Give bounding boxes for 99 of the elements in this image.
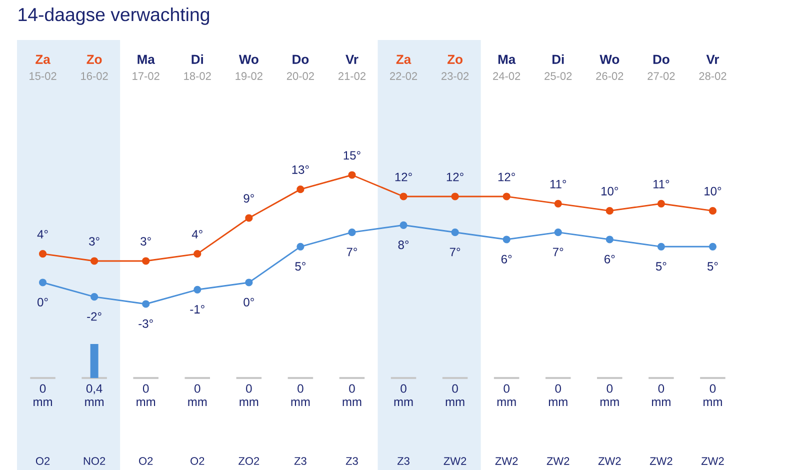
x-tick-label: Ma 17-02 — [132, 54, 160, 80]
point — [502, 192, 510, 200]
point — [451, 228, 459, 236]
point — [400, 192, 408, 200]
data-label: 0 mm — [446, 384, 464, 406]
data-label: 11° — [550, 180, 566, 188]
x-tick-label: Di 18-02 — [184, 54, 211, 80]
point — [657, 242, 665, 250]
point — [708, 242, 717, 250]
point — [142, 257, 150, 265]
data-label: 0 mm — [394, 384, 413, 406]
data-label: 0 mm — [136, 384, 156, 406]
data-label: 0 mm — [652, 384, 670, 406]
data-label: -1° — [190, 305, 204, 314]
x-tick-label: Di 25-02 — [544, 54, 572, 80]
data-label: 6° — [501, 254, 512, 264]
point — [90, 257, 98, 265]
text: ZW2 — [650, 457, 672, 465]
text: O2 — [139, 457, 153, 465]
data-label: 0 mm — [548, 384, 568, 406]
point — [554, 200, 562, 208]
point — [554, 228, 562, 236]
x-tick-label: Za 15-02 — [30, 54, 56, 80]
data-label: 0 mm — [291, 384, 310, 406]
data-label: 0 mm — [188, 384, 207, 406]
data-label: 10° — [704, 186, 722, 196]
point — [451, 192, 459, 200]
data-label: 0 mm — [34, 384, 52, 406]
data-label: 7° — [552, 248, 564, 256]
x-tick-label: Do 20-02 — [286, 54, 314, 80]
data-label: 0° — [244, 298, 254, 306]
point — [296, 186, 304, 194]
data-label: 13° — [292, 165, 309, 174]
text: O2 — [36, 457, 50, 465]
point — [245, 214, 253, 222]
point — [657, 200, 665, 208]
data-label: 9° — [244, 194, 254, 203]
text: ZW2 — [701, 457, 724, 465]
data-label: -2° — [87, 312, 102, 321]
data-label: 15° — [344, 151, 360, 160]
data-label: 0 mm — [240, 384, 258, 406]
point — [142, 300, 150, 308]
x-tick-label: Ma 24-02 — [493, 54, 520, 80]
x-tick-label: Wo 19-02 — [236, 54, 262, 80]
point — [90, 293, 98, 301]
data-label: 12° — [498, 172, 515, 182]
data-label: 11° — [653, 180, 670, 188]
point — [708, 207, 717, 215]
point — [606, 207, 614, 215]
point — [348, 171, 356, 179]
text: ZW2 — [444, 457, 466, 465]
text: ZW2 — [495, 457, 518, 465]
x-tick-label: Vr 21-02 — [338, 54, 366, 80]
point — [400, 221, 408, 229]
data-label: -3° — [138, 319, 153, 328]
text: ZW2 — [546, 457, 570, 465]
data-label: 0° — [38, 298, 48, 306]
data-label: 0 mm — [497, 384, 516, 406]
data-label: 5° — [707, 262, 718, 271]
text: Z3 — [397, 457, 410, 465]
data-label: 3° — [89, 237, 100, 246]
data-label: 4° — [192, 230, 202, 238]
x-tick-label: Wo 26-02 — [596, 54, 624, 80]
data-label: 0 mm — [342, 384, 362, 406]
data-label: 10° — [602, 186, 618, 196]
text: Z3 — [294, 457, 306, 465]
data-label: 7° — [346, 248, 357, 256]
x-tick-label: Do 27-02 — [648, 54, 675, 80]
x-tick-label: Zo 16-02 — [81, 54, 108, 80]
data-label: 8° — [398, 240, 409, 250]
x-tick-label: Vr 28-02 — [699, 54, 726, 80]
data-label: 12° — [395, 172, 412, 182]
data-label: 0 mm — [600, 384, 619, 406]
text: NO2 — [84, 457, 106, 465]
point — [606, 236, 614, 244]
data-label: 6° — [604, 254, 615, 264]
data-label: 12° — [446, 172, 464, 182]
point — [38, 278, 47, 286]
text: ZW2 — [598, 457, 621, 465]
point — [502, 236, 510, 244]
data-label: 0 mm — [704, 384, 722, 406]
data-label: 5° — [656, 262, 666, 271]
data-label: 0,4 mm — [85, 384, 104, 406]
point — [38, 250, 47, 258]
x-tick-label: Zo 23-02 — [442, 54, 469, 80]
data-label: 3° — [140, 237, 151, 246]
data-label: 4° — [37, 230, 48, 238]
text: Z3 — [346, 457, 358, 465]
data-label: 7° — [450, 248, 460, 256]
text: ZO2 — [238, 457, 260, 465]
point — [245, 278, 253, 286]
point — [194, 286, 202, 294]
point — [348, 228, 356, 236]
data-label: 5° — [295, 262, 306, 271]
point — [296, 242, 304, 250]
x-tick-label: Za 22-02 — [390, 54, 418, 80]
chart-title: 14-daagse verwachting — [18, 7, 210, 25]
point — [194, 250, 202, 258]
text: O2 — [190, 457, 204, 465]
